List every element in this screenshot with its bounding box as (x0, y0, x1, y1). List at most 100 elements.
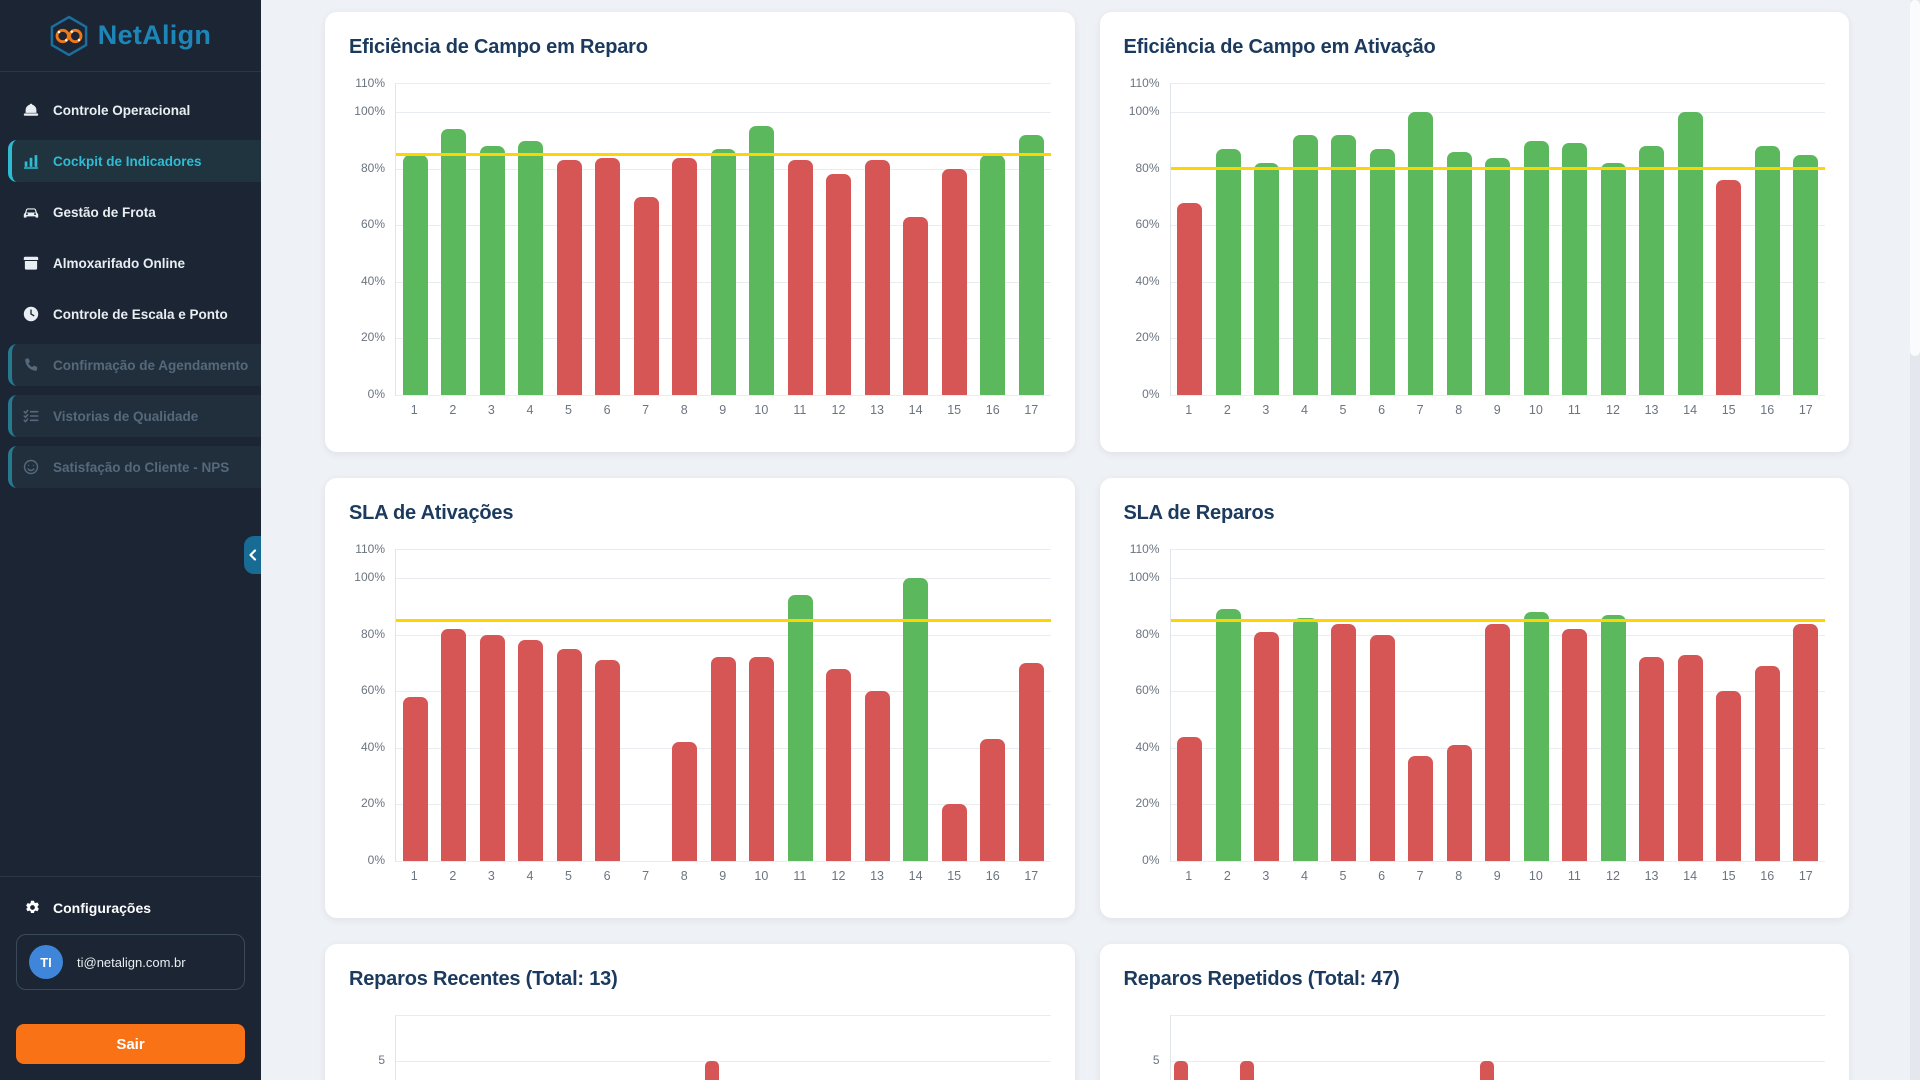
chevron-left-icon (248, 549, 258, 561)
bar-slot (1671, 550, 1710, 861)
sidebar-collapse-button[interactable] (244, 536, 261, 574)
bar (1754, 146, 1780, 395)
bar-slot (1738, 1016, 1760, 1080)
bar (980, 739, 1006, 861)
x-tick-label: 8 (680, 869, 688, 883)
brand-name: NetAlign (97, 20, 212, 50)
bar-slot (767, 1016, 789, 1080)
bar-slot (1248, 84, 1287, 395)
bar (402, 154, 428, 395)
chart-card-reparos-repetidos-total-47: Reparos Repetidos (Total: 47) 5 (1099, 944, 1849, 1080)
logout-button[interactable]: Sair (16, 1024, 245, 1064)
x-tick-label: 11 (793, 403, 807, 417)
bar-slot (1607, 1016, 1629, 1080)
sidebar-item-almoxarifado-online[interactable]: Almoxarifado Online (0, 242, 261, 284)
scrollbar-thumb[interactable] (1910, 0, 1920, 356)
chart-title: Reparos Repetidos (Total: 47) (1123, 968, 1400, 990)
bar-slot (1541, 1016, 1563, 1080)
bar (787, 595, 813, 861)
bar-slot (810, 1016, 832, 1080)
target-line (1170, 167, 1825, 171)
bar-slot (1209, 84, 1248, 395)
bar (980, 154, 1006, 395)
bar-chart-plot (395, 549, 1051, 862)
bar-slot (1787, 84, 1826, 395)
sidebar-item-vistorias-de-qualidade[interactable]: Vistorias de Qualidade (8, 395, 261, 437)
x-tick-label: 3 (487, 869, 495, 883)
gridline (1170, 578, 1825, 580)
bar-slot (1363, 550, 1402, 861)
bar (1369, 149, 1395, 395)
bar-slot (505, 1016, 527, 1080)
x-tick-label: 6 (603, 403, 611, 417)
bar-slot (898, 1016, 920, 1080)
bar-slot (512, 84, 551, 395)
sidebar-item-label: Cockpit de Indicadores (53, 153, 202, 169)
x-tick-label: 3 (1262, 869, 1270, 883)
sidebar-item-gestao-de-frota[interactable]: Gestão de Frota (0, 191, 261, 233)
y-tick-label: 110% (1129, 76, 1160, 90)
bar-slot (941, 1016, 963, 1080)
x-tick-label: 15 (1721, 869, 1736, 883)
x-tick-label: 3 (487, 403, 495, 417)
bar (1174, 1061, 1189, 1080)
bar-slot (473, 550, 512, 861)
bar (633, 197, 659, 395)
bar-slot (935, 550, 974, 861)
bar-slot (1012, 550, 1051, 861)
y-tick-label: 100% (1128, 104, 1160, 119)
y-tick-label: 110% (355, 542, 385, 556)
x-tick-label: 8 (1455, 403, 1463, 417)
scrollbar[interactable] (1910, 0, 1920, 1080)
sidebar-item-cockpit-de-indicadores[interactable]: Cockpit de Indicadores (8, 140, 261, 182)
bar (941, 168, 967, 395)
sidebar-item-label: Controle de Escala e Ponto (53, 306, 228, 322)
bar (1639, 657, 1665, 861)
bar-slot (1007, 1016, 1029, 1080)
bar (1292, 134, 1318, 395)
y-tick-label: 20% (360, 796, 385, 811)
x-tick-label: 14 (908, 869, 923, 883)
bar-slot (550, 550, 589, 861)
bar-slot (1171, 550, 1210, 861)
sidebar-item-configuracoes[interactable]: Configurações (0, 877, 261, 916)
x-tick-label: 10 (1528, 869, 1543, 883)
bar-slot (1280, 1016, 1302, 1080)
x-tick-label: 2 (1223, 403, 1231, 417)
sidebar-item-satisfacao-do-cliente-nps[interactable]: Satisfação do Cliente - NPS (8, 446, 261, 488)
bar-slot (418, 1016, 440, 1080)
gridline (396, 634, 1051, 636)
bar-slot (920, 1016, 942, 1080)
bar-slot (897, 550, 936, 861)
x-tick-label: 7 (642, 869, 650, 883)
bar-slot (1325, 84, 1364, 395)
sidebar-item-confirmacao-de-agendamento[interactable]: Confirmação de Agendamento (8, 344, 261, 386)
bar-chart-plot (1169, 83, 1826, 396)
bar-slot (1432, 1016, 1454, 1080)
box-icon (22, 254, 40, 272)
bar-slot (704, 550, 743, 861)
x-tick-label: 17 (1024, 403, 1039, 417)
bar (1677, 112, 1703, 395)
bar-slot (571, 1016, 593, 1080)
bar (1331, 134, 1357, 395)
y-tick-label: 60% (360, 217, 385, 232)
sidebar-item-controle-de-escala-e-ponto[interactable]: Controle de Escala e Ponto (0, 293, 261, 335)
bar-slot (1012, 84, 1051, 395)
bar-slot (789, 1016, 811, 1080)
bar-slot (985, 1016, 1007, 1080)
bar (903, 578, 929, 861)
x-tick-label: 9 (1493, 403, 1501, 417)
bar (1562, 629, 1588, 861)
bar-slot (461, 1016, 483, 1080)
bar (1793, 623, 1819, 861)
bar-slot (396, 550, 435, 861)
x-tick-label: 10 (754, 403, 769, 417)
x-tick-label: 4 (1300, 869, 1308, 883)
x-axis: 1 2 3 4 5 6 7 8 9 10 11 12 13 14 15 16 17 (1170, 869, 1826, 883)
bar-slot (1650, 1016, 1672, 1080)
sidebar-item-controle-operacional[interactable]: Controle Operacional (0, 89, 261, 131)
bar (595, 157, 621, 395)
x-tick-label: 9 (719, 869, 727, 883)
bar-slot (1748, 84, 1787, 395)
